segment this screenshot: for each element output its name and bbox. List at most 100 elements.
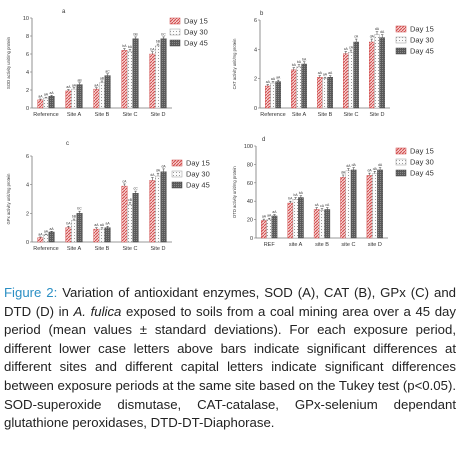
data-label: aA: [267, 214, 272, 218]
data-label: cA: [354, 35, 359, 39]
caption-text-2: exposed to soils from a coal mining area…: [4, 303, 456, 431]
bar: [313, 209, 320, 239]
legend-swatch: [395, 36, 407, 44]
data-label: cC: [134, 187, 139, 191]
bar: [121, 50, 128, 109]
chart-panel-d: d 0 20 40 60 80 100 DTD activity unit/mg protei…: [232, 137, 434, 248]
y-tick-label: 20: [247, 218, 253, 224]
data-label: aA: [44, 230, 49, 234]
x-tick-label: Site B: [95, 112, 110, 118]
y-tick-label: 2: [26, 211, 29, 217]
data-label: dA: [352, 163, 357, 167]
y-tick-label: 0: [254, 106, 257, 112]
x-tick-label: Site A: [67, 246, 82, 252]
panel-letter: c: [66, 141, 69, 147]
bar: [160, 171, 167, 243]
x-tick-label: Site B: [95, 246, 110, 252]
legend-label: Day 15: [186, 159, 210, 168]
bar: [265, 85, 271, 109]
data-label: bA: [150, 47, 155, 51]
data-label: aC: [105, 69, 110, 73]
data-label: aA: [50, 227, 55, 231]
data-label: bA: [302, 57, 307, 61]
bar: [65, 227, 72, 243]
bar: [76, 213, 83, 243]
panel-letter: a: [62, 9, 66, 15]
figure-caption: Figure 2: Variation of antioxidant enzym…: [4, 284, 456, 433]
bar: [126, 204, 133, 243]
bar: [266, 219, 273, 239]
data-label: aA: [276, 76, 281, 80]
panel-letter: d: [262, 137, 265, 143]
data-label: aA: [38, 232, 43, 236]
data-label: aA: [44, 93, 49, 97]
y-tick-label: 2: [254, 77, 257, 83]
data-label: dA: [367, 169, 372, 173]
data-label: cA: [315, 203, 320, 207]
x-tick-label: Site A: [67, 112, 82, 118]
data-label: aA: [318, 71, 323, 75]
data-label: bA: [66, 222, 71, 226]
data-label: cA: [349, 46, 354, 50]
bar: [342, 53, 349, 109]
y-tick-label: 100: [244, 144, 253, 150]
legend-label: Day 45: [184, 39, 208, 48]
bar: [43, 234, 50, 243]
data-label: aB: [100, 77, 105, 81]
bar: [48, 231, 55, 243]
data-label: aA: [106, 222, 111, 226]
bar: [104, 227, 111, 243]
legend-swatch: [395, 169, 407, 177]
y-tick-label: 80: [247, 162, 253, 168]
data-label: aA: [100, 223, 105, 227]
bar: [93, 88, 100, 109]
bar: [296, 66, 302, 109]
bar: [132, 38, 139, 109]
x-tick-label: site A: [289, 242, 303, 248]
bar: [65, 90, 72, 109]
bar: [132, 193, 139, 243]
data-label: bB: [134, 32, 139, 36]
data-label: aA: [66, 85, 71, 89]
bar: [340, 177, 346, 239]
x-tick-label: Site C: [344, 112, 359, 118]
x-tick-label: site B: [315, 242, 329, 248]
bar: [368, 41, 375, 109]
bar: [149, 180, 156, 243]
bar: [316, 76, 323, 109]
bar: [149, 53, 156, 109]
data-label: bB: [156, 40, 161, 44]
data-label: dA: [156, 169, 161, 173]
x-tick-label: Site C: [123, 246, 138, 252]
legend-label: Day 15: [184, 17, 208, 26]
legend-label: Day 45: [186, 181, 210, 190]
legend-label: Day 15: [410, 25, 434, 34]
y-axis-label: DTD activity unit/mg protein: [232, 166, 237, 218]
legend-swatch: [395, 147, 407, 155]
data-label: cA: [122, 179, 127, 183]
y-tick-label: 0: [26, 106, 29, 112]
data-label: aA: [323, 73, 328, 77]
data-label: bB: [72, 215, 77, 219]
legend-swatch: [171, 181, 183, 189]
x-tick-label: Site D: [370, 112, 385, 118]
legend-label: Day 30: [186, 170, 210, 179]
bar: [160, 38, 167, 109]
bar: [379, 37, 386, 109]
data-label: bA: [122, 44, 127, 48]
y-tick-label: 60: [247, 181, 253, 187]
y-tick-label: 2: [26, 88, 29, 94]
bar: [322, 78, 328, 109]
y-tick-label: 4: [26, 183, 29, 189]
data-label: cA: [344, 47, 349, 51]
data-label: bA: [299, 191, 304, 195]
bar: [104, 75, 111, 109]
x-tick-label: Site B: [318, 112, 333, 118]
bar: [126, 51, 133, 109]
bar: [324, 209, 331, 239]
x-tick-label: Site D: [151, 246, 166, 252]
data-label: bA: [288, 197, 293, 201]
bar: [275, 81, 281, 109]
bar: [377, 169, 383, 239]
data-label: dA: [373, 167, 378, 171]
